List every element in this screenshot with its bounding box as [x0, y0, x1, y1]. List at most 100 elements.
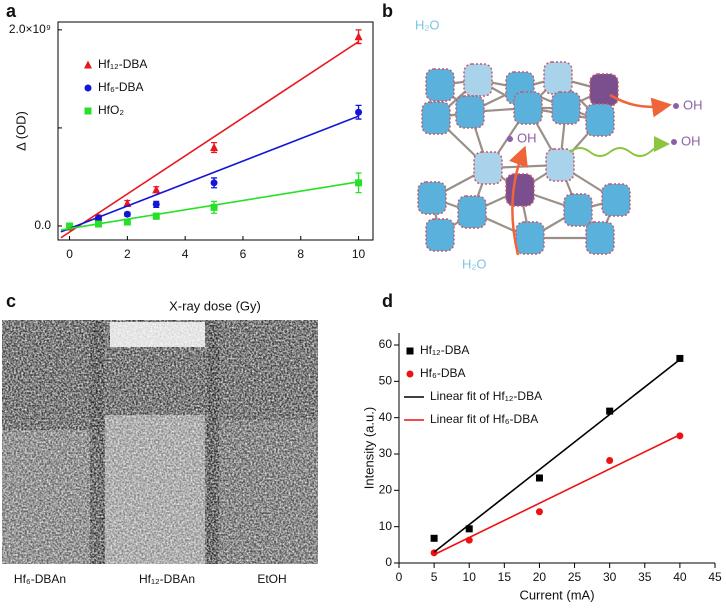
legend-label: Hf₆-DBA: [420, 366, 466, 380]
point: [465, 525, 473, 533]
cluster: [457, 195, 487, 229]
legend-swatch: [84, 84, 92, 92]
x-tick-label: 30: [603, 570, 617, 584]
x-tick-label: 10: [463, 570, 477, 584]
point: [66, 222, 74, 230]
cluster: [455, 95, 485, 129]
point: [676, 432, 684, 440]
cluster: [563, 193, 593, 227]
point: [355, 179, 363, 187]
cluster: [585, 221, 615, 255]
cluster: [417, 181, 447, 215]
y-axis-label: Intensity (a.u.): [361, 407, 376, 489]
x-tick-label: 8: [297, 247, 304, 261]
x-tick-label: 20: [533, 570, 547, 584]
cluster: [505, 173, 535, 207]
fit-line: [60, 115, 359, 233]
diagram-label: H₂O: [462, 256, 487, 271]
panel-label: c: [6, 291, 16, 311]
fit-line: [60, 40, 359, 239]
point: [123, 210, 131, 218]
x-tick-label: 15: [498, 570, 512, 584]
x-tick-label: 2: [124, 247, 131, 261]
legend-label: Linear fit of Hf₁₂-DBA: [430, 389, 542, 403]
panel-label: b: [382, 1, 393, 21]
legend-swatch: [84, 60, 92, 69]
cluster: [589, 73, 619, 107]
legend-label: Hf₁₂-DBA: [420, 343, 469, 357]
arrow: [509, 145, 528, 256]
cluster: [425, 68, 455, 102]
cluster: [425, 218, 455, 252]
cluster: [551, 91, 581, 125]
x-axis-label: X-ray dose (Gy): [169, 298, 261, 313]
diagram-label: H₂O: [415, 17, 440, 32]
y-tick-label: 10: [379, 519, 393, 533]
plot-frame: [57, 21, 374, 241]
legend-label: Hf₁₂-DBA: [98, 57, 147, 71]
gel-image: [2, 320, 318, 564]
cluster: [473, 151, 503, 185]
point: [535, 508, 543, 516]
point: [123, 218, 131, 226]
legend-label: HfO₂: [98, 103, 124, 117]
point: [210, 179, 218, 187]
cluster: [601, 183, 631, 217]
point: [676, 354, 684, 362]
image-label: Hf₁₂-DBAn: [139, 572, 195, 586]
cluster: [421, 101, 451, 135]
arrow: [569, 136, 670, 157]
y-tick-label: 0: [385, 555, 392, 569]
y-tick-label: 20: [379, 483, 393, 497]
y-axis-label: Δ (OD): [13, 111, 28, 151]
x-tick-label: 10: [352, 247, 366, 261]
image-label: Hf₆-DBAn: [14, 572, 66, 586]
legend-label: Linear fit of Hf₆-DBA: [430, 412, 538, 426]
panel-label: a: [6, 1, 17, 21]
legend-label: Hf₆-DBA: [98, 80, 144, 94]
point: [606, 407, 614, 415]
point: [430, 534, 438, 542]
point: [355, 108, 363, 116]
y-tick-label: 0.0: [34, 218, 51, 232]
cluster: [463, 63, 493, 97]
cluster: [543, 61, 573, 95]
x-tick-label: 35: [638, 570, 652, 584]
x-tick-label: 0: [66, 247, 73, 261]
diagram-label: OH: [681, 133, 701, 148]
point: [152, 185, 161, 194]
fit-line: [433, 434, 681, 556]
point: [152, 212, 160, 220]
point: [210, 203, 218, 211]
dot: [673, 103, 679, 109]
x-axis-label: Current (mA): [519, 587, 594, 602]
x-tick-label: 45: [708, 570, 722, 584]
legend-swatch: [406, 347, 414, 355]
cluster: [585, 103, 615, 137]
fit-line: [433, 358, 681, 553]
image-label: EtOH: [257, 572, 286, 586]
x-tick-label: 40: [673, 570, 687, 584]
diagram-label: OH: [683, 97, 703, 112]
point: [152, 200, 160, 208]
x-tick-label: 25: [568, 570, 582, 584]
point: [535, 474, 543, 482]
panel-label: d: [382, 291, 393, 311]
cluster: [545, 148, 575, 182]
legend-swatch: [406, 370, 414, 378]
point: [354, 32, 363, 41]
x-tick-label: 5: [431, 570, 438, 584]
point: [210, 143, 219, 152]
cluster: [513, 91, 543, 125]
arrow: [609, 93, 672, 118]
fit-line: [60, 181, 359, 231]
x-tick-label: 6: [240, 247, 247, 261]
cluster: [515, 221, 545, 255]
y-tick-label: 2.0×10⁹: [9, 22, 51, 36]
y-tick-label: 50: [379, 373, 393, 387]
x-tick-label: 0: [396, 570, 403, 584]
dot: [507, 136, 513, 142]
x-tick-label: 4: [182, 247, 189, 261]
point: [606, 457, 614, 465]
